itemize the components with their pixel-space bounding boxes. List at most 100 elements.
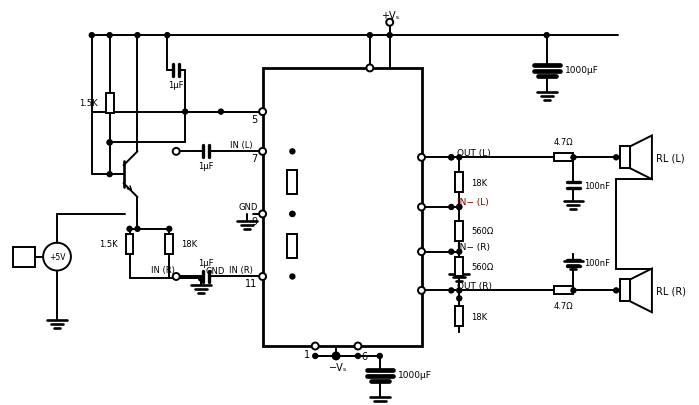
Bar <box>455 173 463 193</box>
Circle shape <box>182 110 187 115</box>
Circle shape <box>456 156 462 160</box>
Circle shape <box>449 249 454 254</box>
Text: −: − <box>314 252 324 264</box>
Text: 4: 4 <box>410 160 415 170</box>
Bar <box>554 154 573 162</box>
Text: 1.5K: 1.5K <box>79 99 98 108</box>
Text: IN (L): IN (L) <box>230 141 252 149</box>
Bar <box>13 247 35 267</box>
Circle shape <box>173 149 180 156</box>
Text: +Vₛ: +Vₛ <box>380 11 399 21</box>
Circle shape <box>333 353 340 360</box>
Text: 3: 3 <box>376 70 382 80</box>
Text: μP: μP <box>19 252 29 262</box>
Circle shape <box>456 288 462 293</box>
Circle shape <box>571 288 576 293</box>
Circle shape <box>107 34 112 38</box>
Text: 1.5K: 1.5K <box>99 240 117 249</box>
Text: 10: 10 <box>403 254 415 264</box>
Circle shape <box>356 354 361 358</box>
Bar <box>455 307 463 326</box>
Circle shape <box>218 110 224 115</box>
Text: 1000μF: 1000μF <box>398 371 431 379</box>
Text: OUT (R): OUT (R) <box>457 281 492 290</box>
Text: 100nF: 100nF <box>584 258 610 267</box>
Text: GND: GND <box>238 203 258 212</box>
Circle shape <box>354 343 361 350</box>
Circle shape <box>456 296 462 301</box>
Circle shape <box>387 20 394 27</box>
Circle shape <box>614 156 619 160</box>
Circle shape <box>387 34 392 38</box>
Circle shape <box>366 65 373 72</box>
Text: 8: 8 <box>410 209 415 220</box>
Circle shape <box>107 141 112 145</box>
Text: RL (L): RL (L) <box>656 153 684 163</box>
Bar <box>620 147 630 169</box>
Circle shape <box>418 204 425 211</box>
Circle shape <box>135 227 140 232</box>
Text: 18K: 18K <box>471 178 487 187</box>
Text: 560Ω: 560Ω <box>471 262 493 271</box>
Circle shape <box>167 227 172 232</box>
Text: +: + <box>314 276 324 289</box>
Circle shape <box>135 34 140 38</box>
Text: IN− (R): IN− (R) <box>457 243 490 252</box>
Text: ST-BY: ST-BY <box>268 111 290 120</box>
Text: −Vₛ: −Vₛ <box>329 362 347 372</box>
Circle shape <box>418 287 425 294</box>
Circle shape <box>614 288 619 293</box>
Circle shape <box>368 34 373 38</box>
Bar <box>287 171 297 194</box>
Bar <box>165 234 173 254</box>
Circle shape <box>312 343 319 350</box>
Circle shape <box>456 249 462 254</box>
Bar <box>620 280 630 302</box>
Text: 1μF: 1μF <box>168 81 184 90</box>
Text: RL (R): RL (R) <box>656 286 686 296</box>
Circle shape <box>107 172 112 177</box>
Text: MUTE/: MUTE/ <box>268 100 294 109</box>
Text: IN (R): IN (R) <box>229 265 252 274</box>
Text: +5V: +5V <box>49 252 65 262</box>
Bar <box>455 257 463 277</box>
Text: 1000μF: 1000μF <box>565 66 598 75</box>
Circle shape <box>173 273 180 280</box>
Circle shape <box>89 34 94 38</box>
Text: −: − <box>314 184 324 197</box>
Bar <box>126 234 134 254</box>
Circle shape <box>418 249 425 256</box>
Circle shape <box>449 205 454 210</box>
Text: GND: GND <box>206 266 225 275</box>
Bar <box>106 94 114 113</box>
Circle shape <box>259 273 266 280</box>
Text: 18K: 18K <box>181 240 197 249</box>
Text: 560Ω: 560Ω <box>471 227 493 236</box>
Text: 7: 7 <box>252 154 258 164</box>
Circle shape <box>290 212 295 217</box>
Text: 100nF: 100nF <box>584 181 610 190</box>
Circle shape <box>290 149 295 154</box>
Bar <box>287 234 297 258</box>
Circle shape <box>259 211 266 218</box>
Circle shape <box>418 154 425 161</box>
Text: 1μF: 1μF <box>199 162 214 171</box>
Text: 2: 2 <box>410 293 415 303</box>
Text: 5: 5 <box>252 114 258 124</box>
Text: 18K: 18K <box>471 312 487 321</box>
Circle shape <box>290 212 295 217</box>
Circle shape <box>127 227 132 232</box>
Text: 4.7Ω: 4.7Ω <box>554 302 573 311</box>
Text: OUT (L): OUT (L) <box>457 149 491 158</box>
Circle shape <box>259 149 266 156</box>
Bar <box>455 221 463 241</box>
Circle shape <box>165 34 170 38</box>
Bar <box>554 287 573 294</box>
Text: 11: 11 <box>245 279 258 289</box>
Circle shape <box>449 156 454 160</box>
Text: 1μF: 1μF <box>199 258 214 267</box>
Text: IN (R): IN (R) <box>152 265 175 274</box>
Circle shape <box>456 205 462 210</box>
Circle shape <box>312 354 318 358</box>
Circle shape <box>290 274 295 279</box>
